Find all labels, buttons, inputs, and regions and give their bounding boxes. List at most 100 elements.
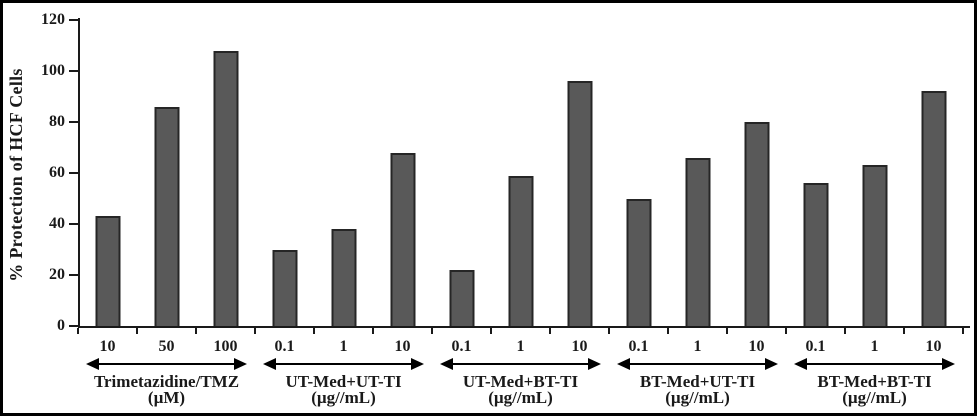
group-unit-label: (µg//mL): [488, 388, 553, 407]
x-tick-mark: [667, 328, 669, 334]
y-tick-label: 60: [49, 164, 65, 181]
x-tick-mark: [372, 328, 374, 334]
bar: [567, 81, 592, 326]
group-name-label: BT-Med+UT-TI: [639, 372, 756, 391]
bar: [744, 122, 769, 326]
y-tick-mark: [69, 19, 78, 21]
y-tick-label: 100: [41, 62, 65, 79]
group-label-cell: BT-Med+BT-TI (µg//mL): [786, 357, 963, 406]
group-label-cell: UT-Med+UT-TI (µg//mL): [255, 357, 432, 406]
group-range-arrow: [617, 358, 778, 370]
bar: [921, 91, 946, 326]
x-tick-mark: [77, 328, 79, 334]
x-tick-label: 10: [748, 338, 765, 355]
bar: [154, 106, 179, 326]
y-tick-mark: [69, 172, 78, 174]
arrow-line: [95, 363, 238, 365]
bar: [685, 157, 710, 326]
bar: [390, 152, 415, 326]
x-tick-mark: [431, 328, 433, 334]
x-tick-label: 10: [394, 338, 411, 355]
x-tick-label: 10: [925, 338, 942, 355]
group-unit-label: (µg//mL): [842, 388, 907, 407]
group-unit-label: (µg//mL): [311, 388, 376, 407]
y-tick-label: 80: [49, 113, 65, 130]
x-tick-label: 1: [339, 338, 348, 355]
x-tick-mark: [903, 328, 905, 334]
bar: [272, 249, 297, 326]
arrow-line: [272, 363, 415, 365]
group-labels-container: Trimetazidine/TMZ (µM) UT-Med+UT-TI (µg//mL…: [78, 357, 963, 406]
bar-slot: [196, 20, 255, 326]
y-axis-line: [78, 18, 80, 328]
group-range-arrow: [263, 358, 424, 370]
x-tick-mark: [313, 328, 315, 334]
y-tick-mark: [69, 223, 78, 225]
bar: [862, 165, 887, 326]
x-tick-label: 10: [99, 338, 116, 355]
group-name-label: UT-Med+UT-TI: [285, 372, 402, 391]
arrow-line: [626, 363, 769, 365]
bar-slot: [668, 20, 727, 326]
x-tick-mark: [549, 328, 551, 334]
x-tick-mark: [608, 328, 610, 334]
group-name-label: BT-Med+BT-TI: [817, 372, 932, 391]
bar: [331, 229, 356, 326]
bar-slot: [550, 20, 609, 326]
bar-slot: [255, 20, 314, 326]
y-tick-label: 20: [49, 266, 65, 283]
x-tick-label: 1: [516, 338, 525, 355]
bar: [449, 269, 474, 326]
x-tick-mark: [726, 328, 728, 334]
bar-slot: [609, 20, 668, 326]
bar-slot: [727, 20, 786, 326]
group-range-arrow: [86, 358, 247, 370]
group-name-label: UT-Med+BT-TI: [462, 372, 579, 391]
bar-slot: [786, 20, 845, 326]
group-unit-label: (µg//mL): [665, 388, 730, 407]
x-tick-label: 0.1: [805, 338, 826, 355]
x-tick-labels: 10 50 100 0.1 1 10 0.1 1 10 0.1 1 10 0.1 1 10: [78, 338, 963, 356]
x-tick-label: 0.1: [628, 338, 649, 355]
x-tick-label: 0.1: [451, 338, 472, 355]
bar-slot: [314, 20, 373, 326]
x-tick-mark: [785, 328, 787, 334]
bar: [626, 198, 651, 326]
y-tick-mark: [69, 121, 78, 123]
bar-slot: [845, 20, 904, 326]
bar: [213, 50, 238, 326]
bar-slot: [904, 20, 963, 326]
bar-slot: [137, 20, 196, 326]
bar-slot: [78, 20, 137, 326]
y-tick-label: 120: [41, 11, 65, 28]
group-label-cell: BT-Med+UT-TI (µg//mL): [609, 357, 786, 406]
bar: [95, 216, 120, 326]
x-tick-mark: [490, 328, 492, 334]
x-tick-label: 1: [693, 338, 702, 355]
bar-slot: [432, 20, 491, 326]
group-unit-label: (µM): [147, 388, 186, 407]
y-tick-mark: [69, 274, 78, 276]
x-tick-label: 100: [213, 338, 238, 355]
bar-slot: [373, 20, 432, 326]
x-tick-mark: [844, 328, 846, 334]
y-tick-mark: [69, 325, 78, 327]
group-label-cell: Trimetazidine/TMZ (µM): [78, 357, 255, 406]
x-tick-label: 1: [870, 338, 879, 355]
x-tick-mark: [195, 328, 197, 334]
y-tick-label: 40: [49, 215, 65, 232]
x-tick-label: 50: [158, 338, 175, 355]
group-name-label: Trimetazidine/TMZ: [93, 372, 240, 391]
x-tick-mark: [962, 328, 964, 334]
bar: [508, 175, 533, 326]
bar: [803, 183, 828, 326]
group-label-cell: UT-Med+BT-TI (µg//mL): [432, 357, 609, 406]
x-tick-label: 0.1: [274, 338, 295, 355]
y-tick-mark: [69, 70, 78, 72]
group-range-arrow: [794, 358, 955, 370]
arrow-line: [449, 363, 592, 365]
bars-container: [78, 20, 963, 326]
x-axis-line: [78, 326, 970, 328]
x-tick-mark: [136, 328, 138, 334]
